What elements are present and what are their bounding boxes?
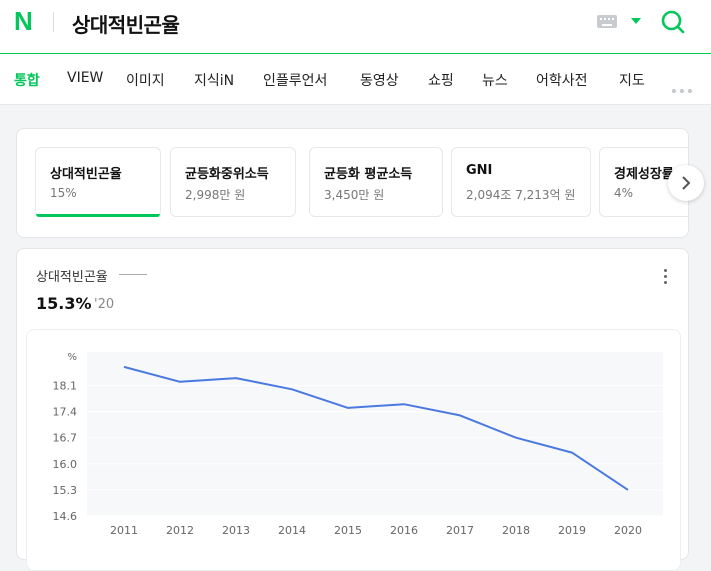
y-tick-label: 18.1 — [53, 380, 78, 393]
tab-images[interactable]: 이미지 — [126, 70, 165, 90]
x-tick-label: 2014 — [278, 524, 306, 537]
indicator-median-income[interactable]: 균등화중위소득 2,998만 원 — [170, 147, 296, 217]
y-tick-label: 14.6 — [53, 510, 78, 523]
current-year: '20 — [94, 297, 114, 312]
naver-logo[interactable]: N — [14, 9, 38, 33]
indicator-value: 15% — [50, 186, 77, 200]
x-tick-label: 2013 — [222, 524, 250, 537]
x-tick-label: 2011 — [110, 524, 138, 537]
chevron-right-icon — [679, 175, 693, 191]
x-tick-label: 2015 — [334, 524, 362, 537]
header-divider — [53, 12, 54, 32]
more-tabs-icon[interactable] — [672, 78, 696, 97]
tab-knowledge-in[interactable]: 지식iN — [194, 70, 234, 90]
indicator-poverty-rate[interactable]: 상대적빈곤율 15% — [35, 147, 161, 217]
y-tick-label: 16.7 — [53, 432, 78, 445]
indicator-carousel: 상대적빈곤율 15% 균등화중위소득 2,998만 원 균등화 평균소득 3,4… — [16, 128, 689, 238]
tab-view[interactable]: VIEW — [67, 70, 103, 86]
chevron-down-icon[interactable] — [631, 18, 641, 24]
x-tick-label: 2012 — [166, 524, 194, 537]
indicator-value: 3,450만 원 — [324, 186, 384, 203]
search-icon[interactable] — [660, 9, 686, 35]
keyboard-icon[interactable] — [597, 15, 617, 28]
tab-shopping[interactable]: 쇼핑 — [428, 70, 454, 90]
tab-integrated[interactable]: 통합 — [14, 70, 40, 90]
indicator-value: 4% — [614, 186, 633, 200]
tab-dictionary[interactable]: 어학사전 — [536, 70, 588, 90]
x-tick-label: 2017 — [446, 524, 474, 537]
search-query-text[interactable]: 상대적빈곤율 — [72, 9, 179, 38]
carousel-next-button[interactable] — [668, 165, 704, 201]
tab-map[interactable]: 지도 — [619, 70, 645, 90]
x-tick-label: 2020 — [614, 524, 642, 537]
search-header: N 상대적빈곤율 — [0, 0, 711, 54]
legend-line — [119, 274, 147, 275]
indicator-title: 균등화 평균소득 — [324, 163, 412, 182]
more-options-icon[interactable] — [664, 269, 668, 287]
y-tick-label: 15.3 — [53, 484, 78, 497]
indicator-title: 균등화중위소득 — [185, 163, 269, 182]
chart-title: 상대적빈곤율 — [36, 266, 108, 285]
line-chart: 18.1 17.4 16.7 16.0 15.3 14.6% 2011 2012 2013 201… — [27, 330, 680, 570]
indicator-title: 상대적빈곤율 — [50, 163, 122, 182]
x-tick-label: 2016 — [390, 524, 418, 537]
indicator-value: 2,998만 원 — [185, 186, 245, 203]
indicator-value: 2,094조 7,213억 원 — [466, 186, 575, 203]
indicator-title: GNI — [466, 163, 492, 178]
active-indicator-bar — [36, 214, 160, 217]
indicator-title: 경제성장률 — [614, 163, 674, 182]
tab-news[interactable]: 뉴스 — [482, 70, 508, 90]
search-tabs: 통합 VIEW 이미지 지식iN 인플루언서 동영상 쇼핑 뉴스 어학사전 지도 — [0, 54, 711, 105]
tab-influencer[interactable]: 인플루언서 — [263, 70, 327, 90]
y-axis-unit-label: % — [67, 352, 77, 363]
tab-video[interactable]: 동영상 — [360, 70, 399, 90]
indicator-average-income[interactable]: 균등화 평균소득 3,450만 원 — [309, 147, 443, 217]
plot-area: 18.1 17.4 16.7 16.0 15.3 14.6% 2011 2012 2013 201… — [26, 329, 681, 571]
current-value: 15.3% — [36, 294, 92, 313]
y-tick-label: 17.4 — [53, 406, 78, 419]
indicator-gni[interactable]: GNI 2,094조 7,213억 원 — [451, 147, 591, 217]
x-tick-label: 2018 — [502, 524, 530, 537]
chart-card: 상대적빈곤율 15.3% '20 18.1 17.4 16.7 16.0 15.3 14.… — [16, 248, 689, 560]
x-tick-label: 2019 — [558, 524, 586, 537]
plot-background — [87, 352, 663, 516]
y-tick-label: 16.0 — [53, 458, 78, 471]
